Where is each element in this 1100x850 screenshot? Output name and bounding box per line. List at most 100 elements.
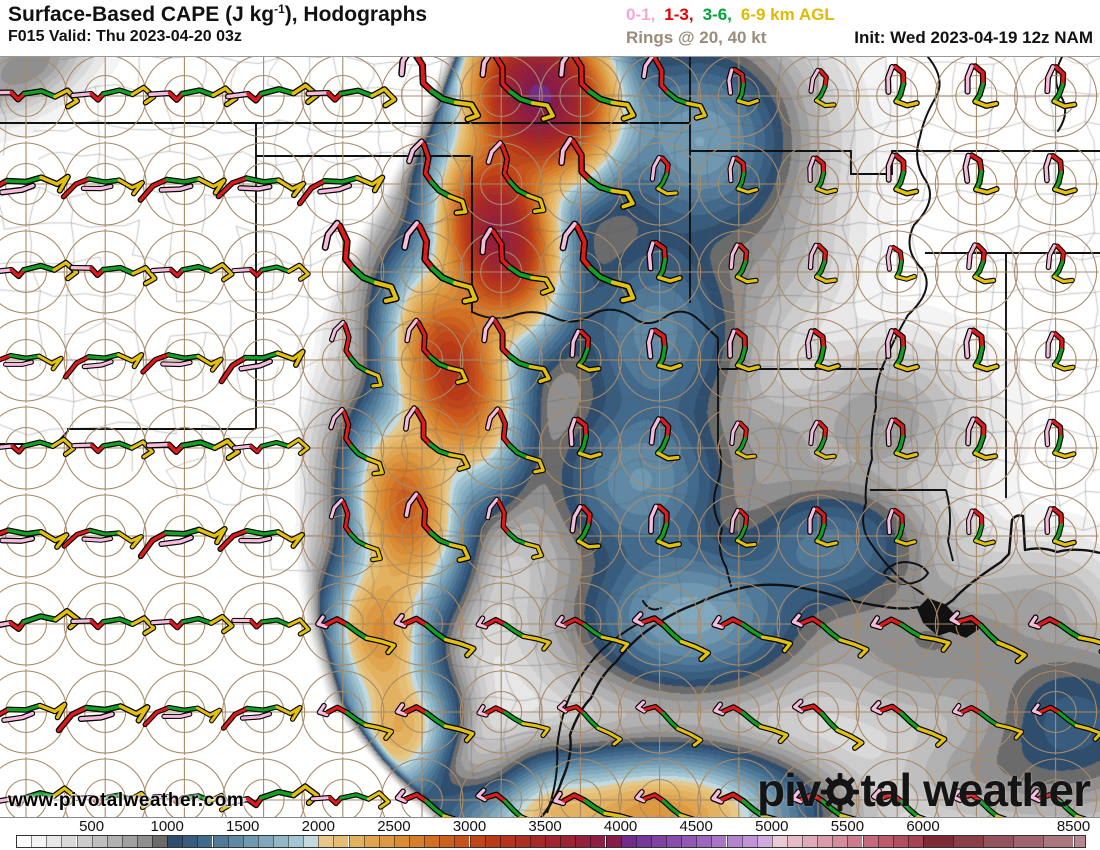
colorbar-segment xyxy=(681,835,697,848)
map-overlay xyxy=(0,57,1100,817)
colorbar-segment xyxy=(378,835,394,848)
colorbar-tick-label: 5000 xyxy=(755,818,789,835)
colorbar-segment xyxy=(711,835,727,848)
colorbar-tick-label: 3000 xyxy=(452,818,487,835)
colorbar-segment xyxy=(847,835,863,848)
header-bar: Surface-Based CAPE (J kg-1), Hodographs … xyxy=(0,0,1100,56)
colorbar-segment xyxy=(121,835,137,848)
colorbar-tick-label: 4000 xyxy=(603,818,638,835)
pivotal-weather-logo: piv tal weather xyxy=(756,763,1091,817)
colorbar-segment xyxy=(514,835,530,848)
watermark-url: www.pivotalweather.com xyxy=(8,790,245,811)
colorbar-segment xyxy=(1013,835,1044,848)
colorbar-tick-label: 1500 xyxy=(226,818,260,835)
colorbar-segment xyxy=(333,835,349,848)
colorbar-tick-label: 2000 xyxy=(301,818,335,835)
logo-piv: piv xyxy=(756,764,821,816)
colorbar-tick-label: 6000 xyxy=(906,818,940,835)
colorbar-segment xyxy=(273,835,289,848)
gear-icon xyxy=(821,773,860,811)
title-superscript: -1 xyxy=(274,2,285,16)
colorbar-segment xyxy=(318,835,334,848)
colorbar-segment xyxy=(348,835,364,848)
colorbar-segment xyxy=(741,835,757,848)
colorbar-segment xyxy=(469,835,485,848)
hodographs-layer xyxy=(0,57,1100,817)
colorbar-tick-label: 8500 xyxy=(1056,818,1091,835)
colorbar-segment xyxy=(635,835,651,848)
colorbar-tick-label: 4500 xyxy=(679,818,713,835)
colorbar-segment xyxy=(46,835,62,848)
valid-time-label: F015 Valid: Thu 2023-04-20 03z xyxy=(8,28,242,45)
colorbar-segment xyxy=(16,835,32,848)
colorbar-segment xyxy=(877,835,893,848)
colorbar-segment xyxy=(454,835,470,848)
title-tail: ), Hodographs xyxy=(284,3,428,26)
hodograph-height-legend: 0-1, 1-3, 3-6, 6-9 km AGL xyxy=(626,5,844,25)
title-text: Surface-Based CAPE (J kg xyxy=(8,3,275,26)
colorbar-segment xyxy=(409,835,425,848)
colorbar-segment xyxy=(575,835,591,848)
colorbar-segment xyxy=(31,835,47,848)
colorbar-segment xyxy=(182,835,198,848)
colorbar-segment xyxy=(499,835,515,848)
init-time-label: Init: Wed 2023-04-19 12z NAM xyxy=(854,28,1093,47)
colorbar-segment xyxy=(227,835,243,848)
colorbar-segment xyxy=(545,835,561,848)
legend-0-1km: 0-1, xyxy=(626,5,656,24)
colorbar-segment xyxy=(529,835,545,848)
colorbar-segment xyxy=(363,835,379,848)
colorbar-segment xyxy=(61,835,77,848)
colorbar-tick-label: 3500 xyxy=(528,818,562,835)
colorbar-segment xyxy=(1043,835,1074,848)
rings-label: Rings @ 20, 40 kt xyxy=(626,28,767,47)
colorbar-segment xyxy=(756,835,772,848)
colorbar-segment xyxy=(590,835,606,848)
colorbar-tick-label: 5500 xyxy=(830,818,865,835)
colorbar-segment xyxy=(560,835,576,848)
colorbar-segment xyxy=(393,835,409,848)
page-title: Surface-Based CAPE (J kg-1), Hodographs xyxy=(8,2,427,27)
colorbar-segment xyxy=(288,835,304,848)
legend-1-3km: 1-3, xyxy=(664,5,694,24)
colorbar-segment xyxy=(424,835,440,848)
colorbar-segment xyxy=(152,835,168,848)
colorbar-segment xyxy=(484,835,500,848)
colorbar-segment xyxy=(76,835,92,848)
colorbar-segment xyxy=(1073,835,1086,848)
colorbar-tick-label: 2500 xyxy=(377,818,411,835)
colorbar-segment xyxy=(907,835,923,848)
colorbar-segment xyxy=(106,835,122,848)
colorbar-segment xyxy=(650,835,666,848)
logo-tal: tal xyxy=(860,764,912,816)
colorbar-segment xyxy=(197,835,213,848)
colorbar-segment xyxy=(771,835,787,848)
colorbar-segment xyxy=(242,835,258,848)
colorbar-segment xyxy=(862,835,878,848)
colorbar-segment xyxy=(605,835,621,848)
legend-3-6km: 3-6, xyxy=(702,5,732,24)
colorbar-tick-label: 1000 xyxy=(150,818,184,835)
colorbar-segment xyxy=(136,835,152,848)
cape-colorbar[interactable]: 500 1000 1500 2000 2500 3000 3500 4000 4500 5000 5… xyxy=(0,818,1100,850)
colorbar-segment xyxy=(167,835,183,848)
colorbar-segment xyxy=(696,835,712,848)
colorbar-segment xyxy=(726,835,742,848)
colorbar-segment xyxy=(620,835,636,848)
colorbar-segment xyxy=(212,835,228,848)
colorbar-segment xyxy=(303,835,319,848)
colorbar-segment xyxy=(802,835,818,848)
colorbar-segment xyxy=(983,835,1014,848)
colorbar-frame xyxy=(16,835,1086,848)
colorbar-segment xyxy=(786,835,802,848)
logo-weather: weather xyxy=(923,764,1091,816)
colorbar-segment xyxy=(923,835,954,848)
colorbar-zone: 500 1000 1500 2000 2500 3000 3500 4000 4500 5000 5… xyxy=(0,818,1100,850)
colorbar-tick-label: 500 xyxy=(79,818,105,835)
colorbar-segment xyxy=(953,835,984,848)
colorbar-segment xyxy=(817,835,833,848)
colorbar-segment xyxy=(666,835,682,848)
map-viewport[interactable]: www.pivotalweather.com piv tal weather xyxy=(0,56,1100,818)
colorbar-segment xyxy=(832,835,848,848)
